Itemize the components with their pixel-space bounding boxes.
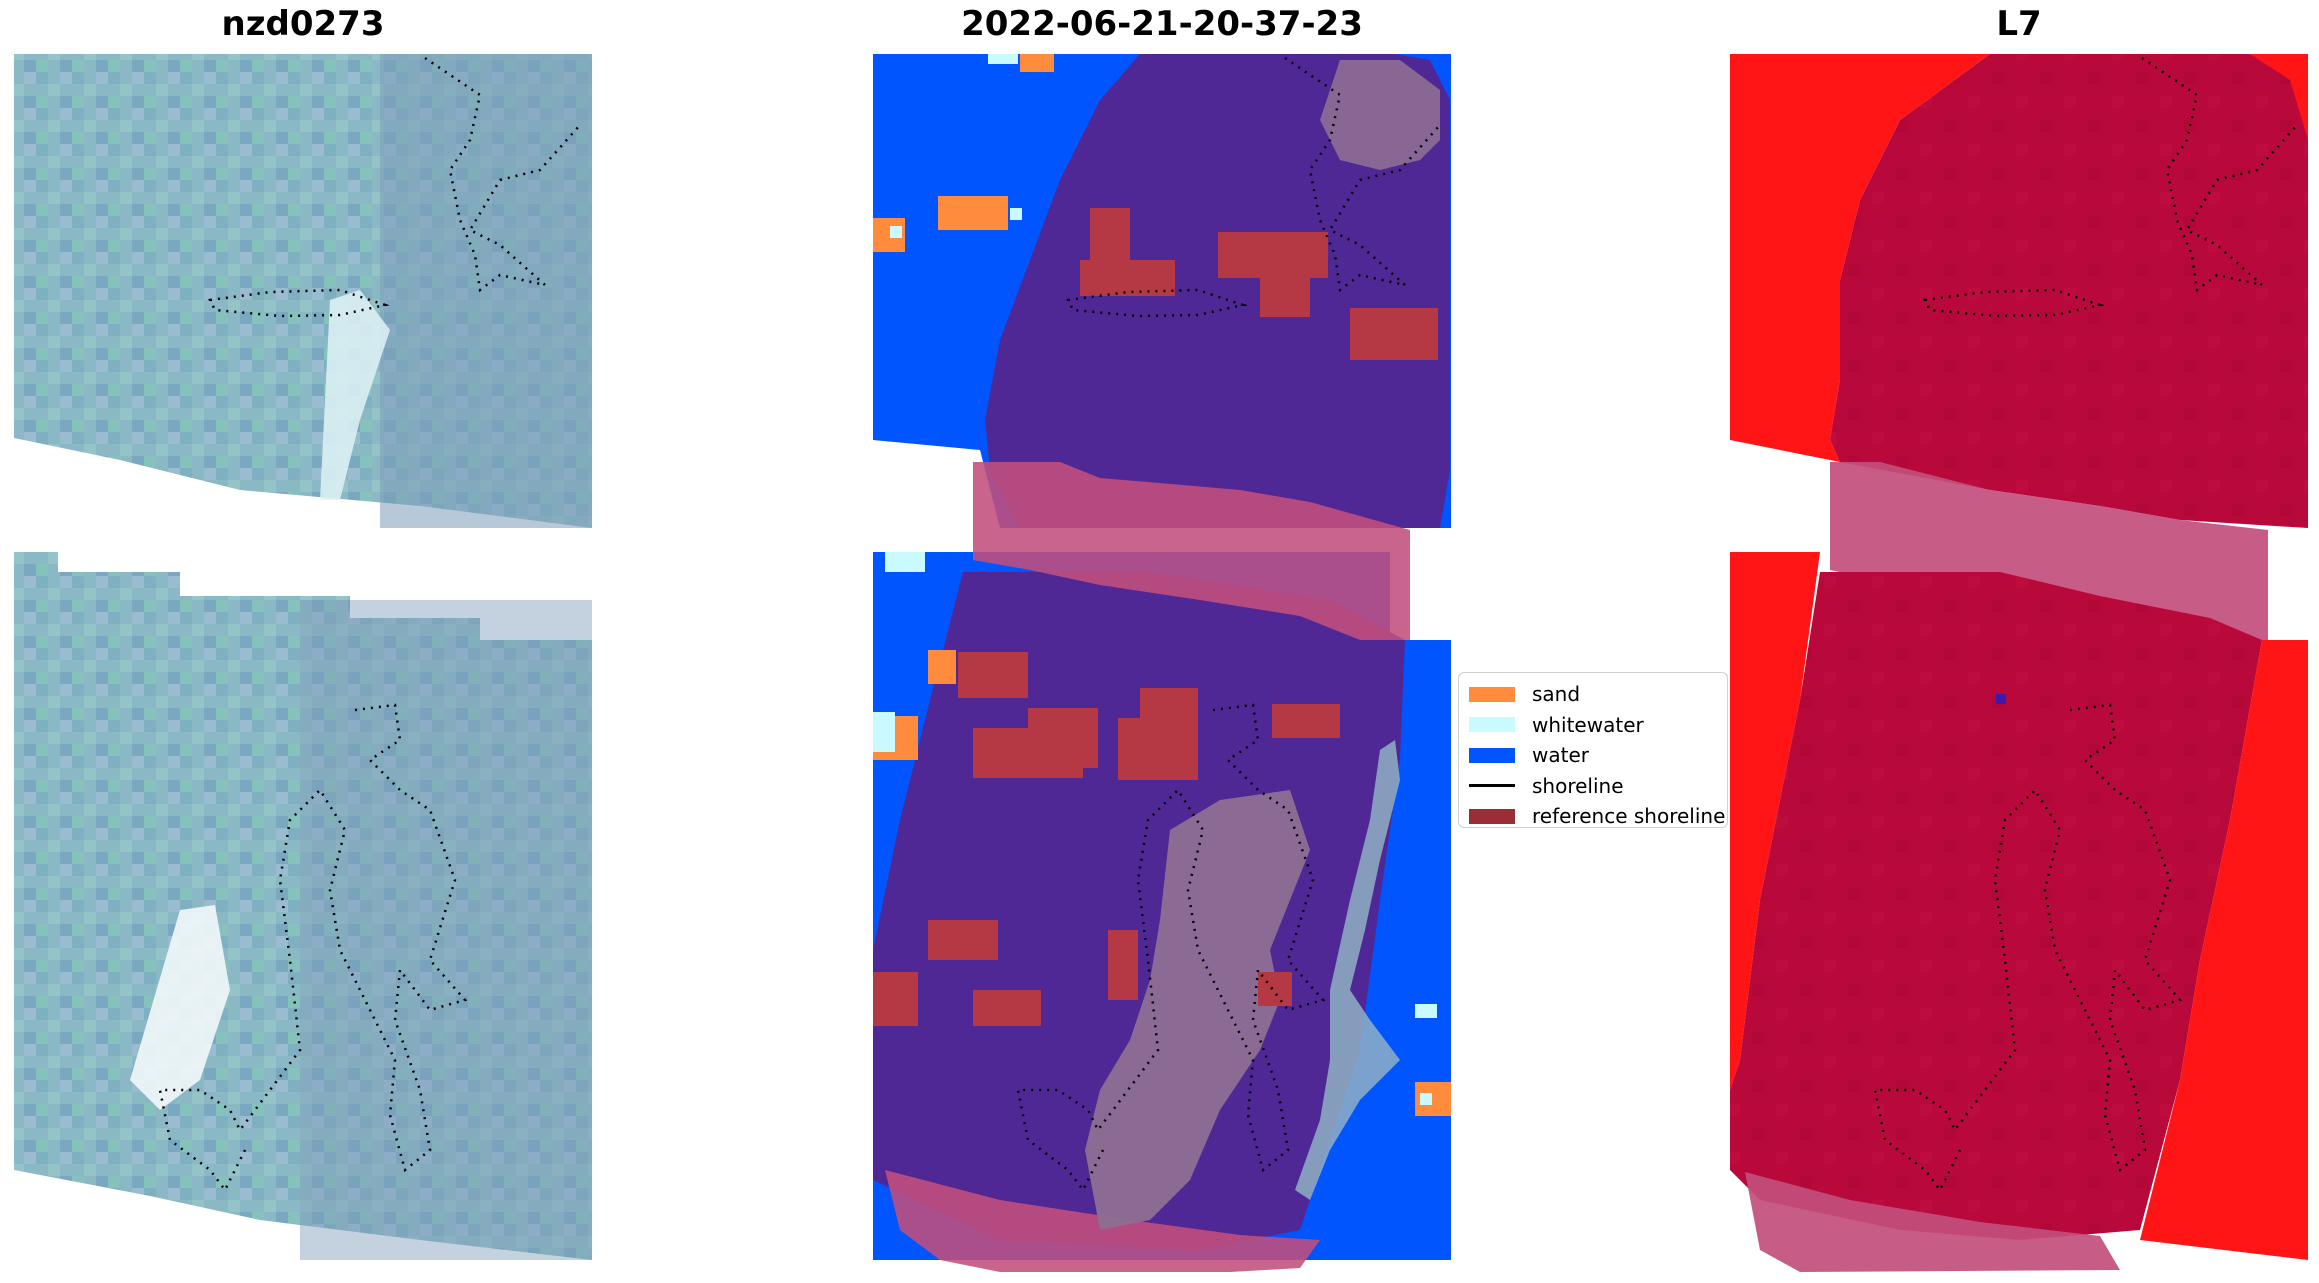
- rgb-panel: [14, 54, 592, 1260]
- class-whitewater-patches: [873, 54, 1437, 1105]
- legend-label-water: water: [1532, 743, 1589, 768]
- legend-label-shoreline: shoreline: [1532, 773, 1624, 798]
- legend: sand whitewater water shoreline referenc…: [1458, 672, 1728, 828]
- index-shoreline-bottom: [1873, 703, 2183, 1193]
- class-reference-overlay-blob-top: [1320, 60, 1440, 170]
- rgb-tile-top-darkzone: [380, 54, 592, 528]
- rgb-bright-streak-top: [320, 290, 390, 500]
- rgb-bright-streak-bottom: [130, 905, 230, 1110]
- index-shoreline-top-2: [1923, 288, 2105, 318]
- legend-swatch-water: [1469, 747, 1515, 763]
- index-reference-overlay-bottom: [1745, 1172, 2120, 1272]
- legend-label-whitewater: whitewater: [1532, 712, 1644, 737]
- index-bottom-water-right: [2140, 640, 2308, 1260]
- class-reference-overlay-blob-bottom: [1085, 790, 1310, 1230]
- index-panel: [1730, 54, 2308, 1272]
- legend-item-reference-shoreline: reference shoreline: [1469, 801, 1725, 832]
- class-shoreline-top-2: [1066, 288, 1248, 318]
- legend-item-shoreline: shoreline: [1469, 771, 1717, 802]
- index-top-water-right: [2250, 54, 2308, 140]
- class-top-white-gap: [873, 440, 1000, 528]
- rgb-shoreline-bottom: [158, 703, 468, 1193]
- class-reference-overlay-band: [973, 462, 1410, 640]
- legend-swatch-whitewater: [1469, 717, 1515, 733]
- legend-swatch-sand: [1469, 686, 1515, 702]
- panel-title-rgb: nzd0273: [221, 4, 385, 44]
- index-bottom-water-left: [1730, 552, 1820, 1090]
- legend-swatch-reference-shoreline: [1469, 808, 1515, 824]
- legend-item-whitewater: whitewater: [1469, 710, 1717, 741]
- panel-title-classification: 2022-06-21-20-37-23: [961, 4, 1363, 44]
- legend-item-sand: sand: [1469, 679, 1717, 710]
- class-shoreline-bottom: [1016, 703, 1326, 1193]
- index-top-land: [1830, 54, 2308, 528]
- index-bottom-land: [1730, 572, 2262, 1240]
- legend-label-sand: sand: [1532, 682, 1581, 707]
- legend-swatch-shoreline: [1469, 784, 1515, 788]
- reference-shoreline-patches: [873, 208, 1438, 1026]
- class-top-land: [985, 54, 1450, 528]
- panel-title-index: L7: [1996, 4, 2042, 44]
- index-reference-overlay-band: [1830, 462, 2268, 640]
- legend-label-reference-shoreline: reference shoreline: [1532, 804, 1726, 829]
- classification-panel: [873, 54, 1451, 1272]
- index-blue-pixel: [1996, 694, 2006, 704]
- rgb-shoreline-top-2: [208, 288, 390, 318]
- rgb-tile-bottom-darkzone: [300, 600, 592, 1260]
- class-whitewater-band: [1295, 740, 1400, 1200]
- index-top-water: [1730, 54, 1990, 462]
- legend-item-water: water: [1469, 740, 1717, 771]
- class-sand-patches: [873, 54, 1451, 1116]
